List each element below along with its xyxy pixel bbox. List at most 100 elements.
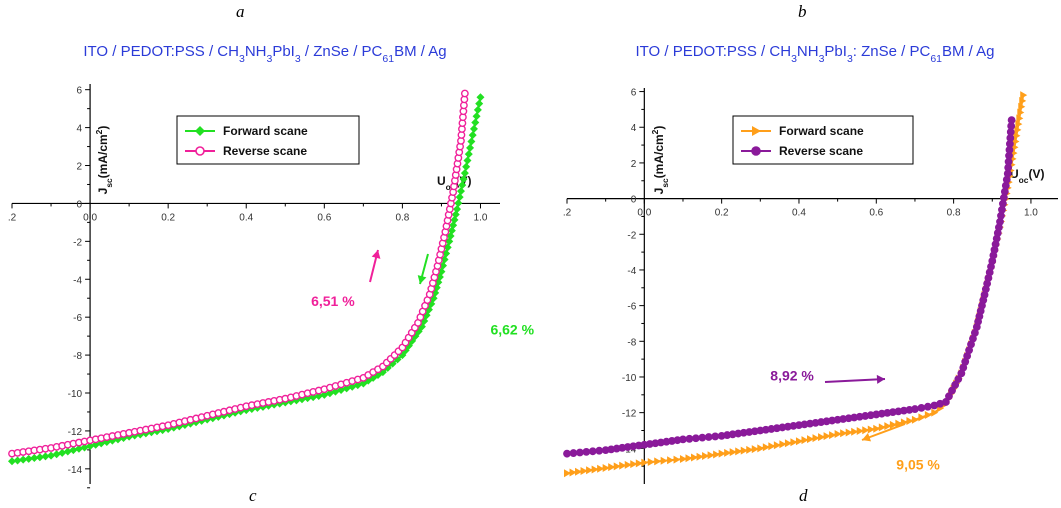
legend: Forward scane Reverse scane xyxy=(176,115,360,165)
y-tick-label: 4 xyxy=(631,123,637,134)
legend-marker xyxy=(752,126,761,136)
y-tick-label: -8 xyxy=(627,337,636,348)
data-point xyxy=(467,137,476,146)
data-point xyxy=(895,419,903,428)
data-point xyxy=(619,461,627,470)
data-point xyxy=(451,210,460,219)
data-point xyxy=(466,143,475,152)
data-point xyxy=(996,217,1004,226)
data-point xyxy=(718,449,726,458)
data-point xyxy=(459,175,468,184)
data-point xyxy=(314,391,323,400)
data-point xyxy=(954,375,963,384)
chart-title: ITO / PEDOT:PSS / CH3NH3PbI3 / ZnSe / PC… xyxy=(83,43,446,65)
data-point xyxy=(8,457,16,466)
y-tick-label: -2 xyxy=(73,237,82,248)
data-point xyxy=(923,402,932,411)
annotation-arrowhead xyxy=(417,275,427,284)
data-point xyxy=(757,444,765,453)
data-point xyxy=(795,437,803,446)
y-tick-label: -8 xyxy=(73,351,82,362)
data-point xyxy=(595,446,604,455)
y-tick-label: -2 xyxy=(627,230,636,241)
y-tick-label: -10 xyxy=(622,373,637,384)
data-point xyxy=(1002,175,1011,184)
data-point xyxy=(779,440,787,449)
y-tick-label: 6 xyxy=(631,88,637,99)
data-point xyxy=(873,424,881,433)
data-point xyxy=(471,118,480,127)
data-point xyxy=(569,468,577,477)
data-point xyxy=(591,465,599,474)
data-point xyxy=(685,454,693,463)
data-point xyxy=(834,430,842,439)
y-tick-label: 2 xyxy=(77,162,83,173)
y-tick-label: 0 xyxy=(631,195,637,206)
data-point xyxy=(889,420,897,429)
data-point xyxy=(999,199,1007,208)
data-point xyxy=(580,467,588,476)
y-tick-label: -12 xyxy=(622,409,637,420)
legend-box xyxy=(732,115,914,165)
data-point xyxy=(917,403,926,412)
panel-label-c: c xyxy=(249,486,257,505)
data-point xyxy=(449,221,458,230)
data-point xyxy=(729,448,737,457)
data-point xyxy=(790,438,798,447)
chart-panel-c: ITO / PEDOT:PSS / CH3NH3PbI3 / ZnSe / PC… xyxy=(8,43,535,489)
data-point xyxy=(473,105,482,114)
data-point xyxy=(455,193,464,202)
data-point xyxy=(447,226,456,235)
data-point xyxy=(437,267,446,276)
data-point xyxy=(735,447,743,456)
series-reverse-scane xyxy=(8,89,469,458)
data-point xyxy=(856,426,864,435)
data-point xyxy=(711,432,720,441)
y-tick-label: -14 xyxy=(68,465,83,476)
data-point xyxy=(1017,108,1025,117)
y-tick-label: -6 xyxy=(627,302,636,313)
data-point xyxy=(740,446,748,455)
data-point xyxy=(563,449,571,458)
x-tick-label: 0.8 xyxy=(395,212,409,223)
y-tick-label: -10 xyxy=(68,389,83,400)
legend-label: Reverse scane xyxy=(223,144,307,158)
data-point xyxy=(476,93,485,102)
data-point xyxy=(460,169,469,178)
data-point xyxy=(773,441,781,450)
x-tick-label: .2 xyxy=(8,212,17,223)
data-point xyxy=(696,452,704,461)
x-tick-label: 0.0 xyxy=(637,208,651,219)
data-point xyxy=(635,459,643,468)
data-point xyxy=(641,458,649,467)
annotation-arrowhead xyxy=(862,432,872,442)
x-tick-label: 0.4 xyxy=(239,212,253,223)
data-point xyxy=(851,427,859,436)
data-point xyxy=(691,434,700,443)
data-point xyxy=(911,415,919,424)
data-point xyxy=(679,435,687,444)
data-point xyxy=(1012,137,1020,146)
x-axis-label: Uoc(V) xyxy=(1010,167,1044,185)
data-point xyxy=(564,469,571,478)
x-tick-label: 0.0 xyxy=(83,212,97,223)
data-point xyxy=(586,466,594,475)
data-point xyxy=(454,199,463,208)
data-point xyxy=(588,447,597,456)
data-point xyxy=(30,454,39,463)
data-point xyxy=(80,443,89,452)
data-point xyxy=(998,205,1006,214)
data-point xyxy=(724,448,732,457)
data-point xyxy=(691,453,699,462)
data-point xyxy=(685,434,694,443)
data-point xyxy=(660,456,668,465)
legend-marker xyxy=(195,126,205,136)
data-point xyxy=(13,456,22,465)
data-point xyxy=(24,454,33,463)
x-tick-label: 0.8 xyxy=(947,208,961,219)
data-point xyxy=(862,426,870,435)
data-point xyxy=(707,451,715,460)
y-tick-label: -6 xyxy=(73,313,82,324)
data-point xyxy=(845,428,853,437)
data-point xyxy=(647,458,655,466)
